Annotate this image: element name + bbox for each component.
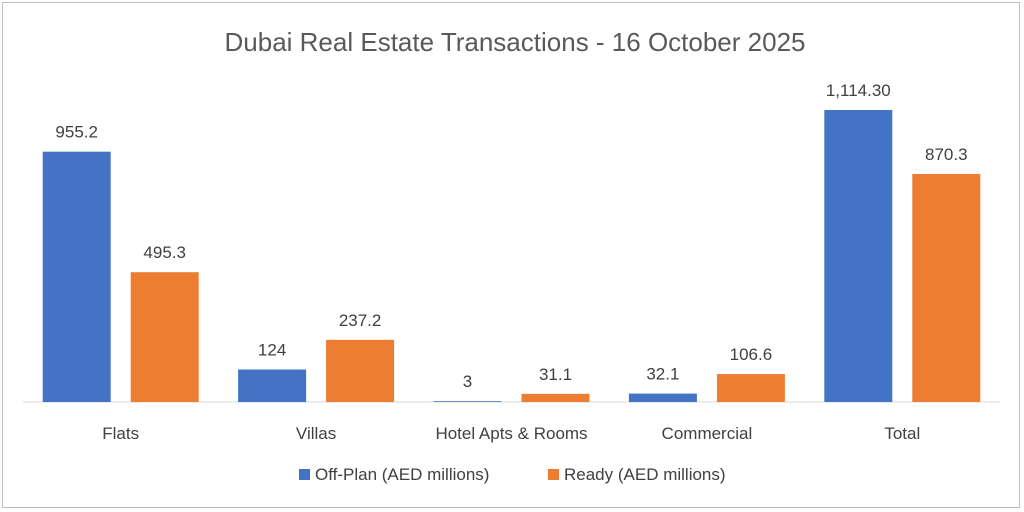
bar-ready-3 (716, 374, 785, 402)
category-label-4: Total (884, 424, 920, 443)
chart-title: Dubai Real Estate Transactions - 16 Octo… (225, 27, 806, 57)
bar-off-plan-4 (824, 110, 893, 402)
bar-off-plan-3 (628, 393, 697, 402)
legend: Off-Plan (AED millions) Ready (AED millio… (299, 465, 726, 484)
data-label-off-plan-2: 3 (463, 372, 472, 391)
bar-ready-0 (130, 272, 199, 402)
bar-ready-1 (326, 339, 395, 402)
category-label-0: Flats (102, 424, 139, 443)
bar-off-plan-2 (433, 401, 502, 402)
legend-label-ready: Ready (AED millions) (564, 465, 726, 484)
data-label-off-plan-0: 955.2 (55, 123, 98, 142)
bar-ready-2 (521, 393, 590, 402)
data-label-off-plan-1: 124 (258, 341, 286, 360)
data-label-off-plan-3: 32.1 (646, 365, 679, 384)
legend-swatch-ready (548, 469, 559, 480)
legend-label-off-plan: Off-Plan (AED millions) (315, 465, 489, 484)
data-label-ready-4: 870.3 (925, 145, 968, 164)
data-label-ready-0: 495.3 (143, 243, 186, 262)
category-labels-group: Flats Villas Hotel Apts & Rooms Commercial T… (102, 424, 920, 443)
bar-ready-4 (912, 173, 981, 402)
category-label-3: Commercial (662, 424, 753, 443)
category-label-2: Hotel Apts & Rooms (435, 424, 587, 443)
bar-chart: Dubai Real Estate Transactions - 16 Octo… (23, 27, 1000, 484)
data-labels-group: 955.2 495.3 124 237.2 3 31.1 32.1 106.6 1,114.30… (55, 81, 967, 391)
bars-group (42, 110, 981, 402)
category-label-1: Villas (296, 424, 336, 443)
data-label-ready-2: 31.1 (539, 365, 572, 384)
bar-off-plan-1 (238, 369, 307, 402)
legend-swatch-off-plan (299, 469, 310, 480)
bar-off-plan-0 (42, 151, 111, 402)
data-label-off-plan-4: 1,114.30 (826, 81, 891, 100)
data-label-ready-3: 106.6 (730, 345, 773, 364)
data-label-ready-1: 237.2 (339, 311, 382, 330)
